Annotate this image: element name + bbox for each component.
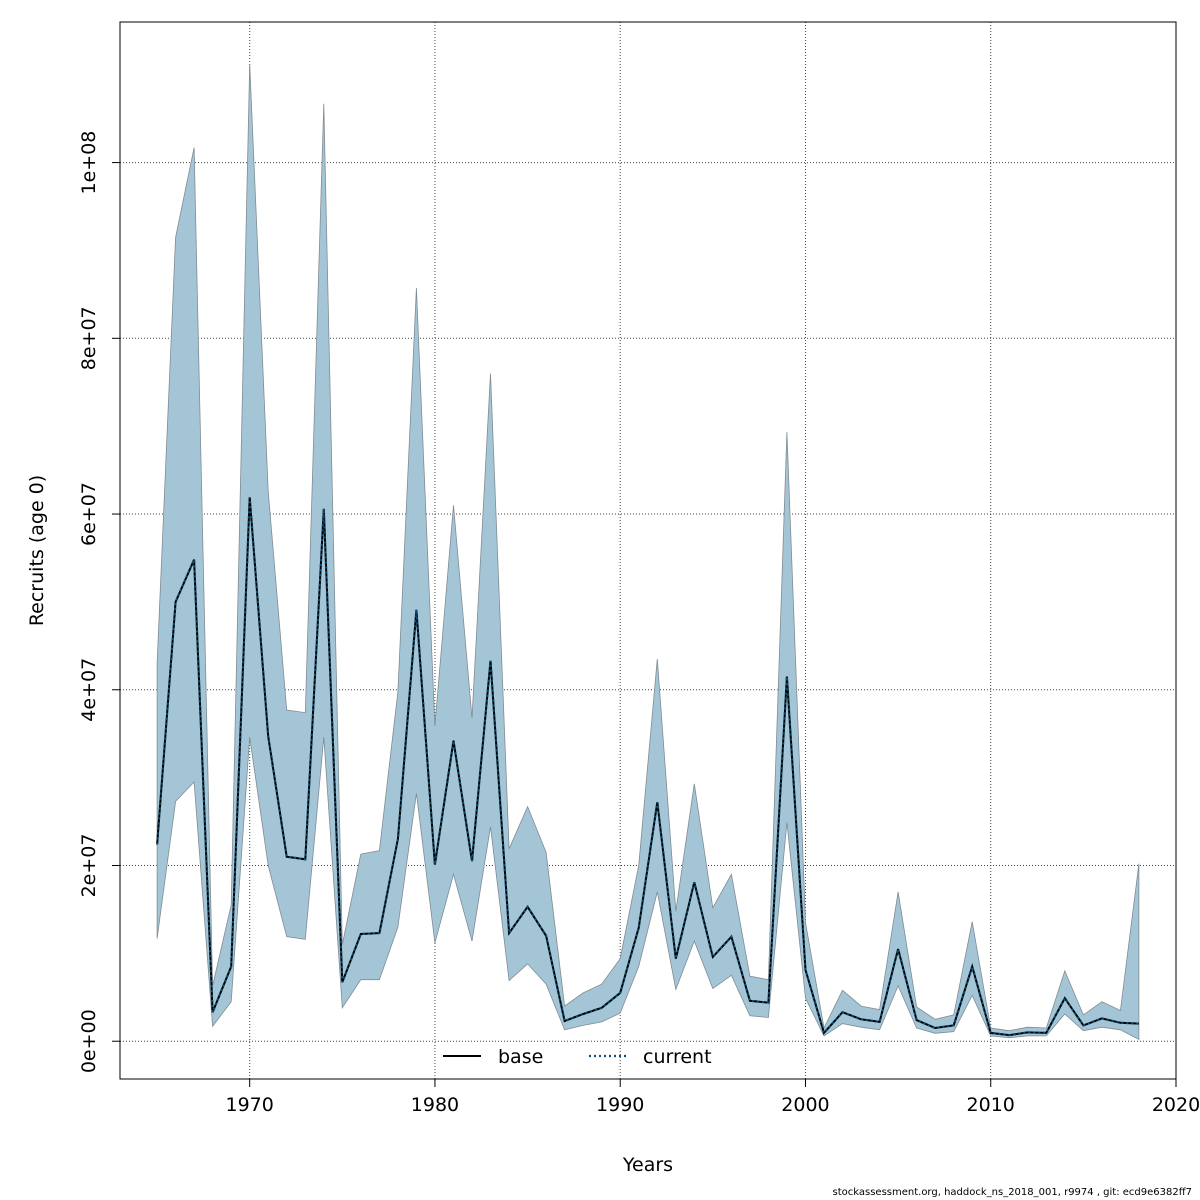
series-line-base xyxy=(156,497,1139,1037)
y-tick-label: 0e+00 xyxy=(78,1009,100,1073)
y-tick-label: 2e+07 xyxy=(78,834,100,898)
legend: base current xyxy=(443,1046,712,1068)
plot-frame xyxy=(119,21,1177,1080)
x-axis: 1970 1980 1990 2000 2010 2020 xyxy=(226,1079,1200,1116)
y-tick-label: 6e+07 xyxy=(78,482,100,546)
y-axis-title: Recruits (age 0) xyxy=(26,475,48,626)
x-tick-label: 1980 xyxy=(411,1094,459,1116)
confidence-band xyxy=(156,64,1140,1041)
x-tick-label: 2020 xyxy=(1152,1094,1200,1116)
y-axis: 0e+00 2e+07 4e+07 6e+07 8e+07 1e+08 xyxy=(78,131,120,1073)
legend-label-base: base xyxy=(498,1046,543,1068)
x-tick-label: 2010 xyxy=(967,1094,1015,1116)
x-axis-title: Years xyxy=(622,1154,673,1176)
x-tick-label: 1970 xyxy=(226,1094,274,1116)
y-tick-label: 4e+07 xyxy=(78,658,100,722)
y-tick-label: 8e+07 xyxy=(78,306,100,370)
y-tick-label: 1e+08 xyxy=(78,131,100,195)
footer-credit: stockassessment.org, haddock_ns_2018_001… xyxy=(832,1187,1193,1198)
legend-label-current: current xyxy=(643,1046,712,1068)
x-tick-label: 1990 xyxy=(596,1094,644,1116)
x-tick-label: 2000 xyxy=(781,1094,829,1116)
